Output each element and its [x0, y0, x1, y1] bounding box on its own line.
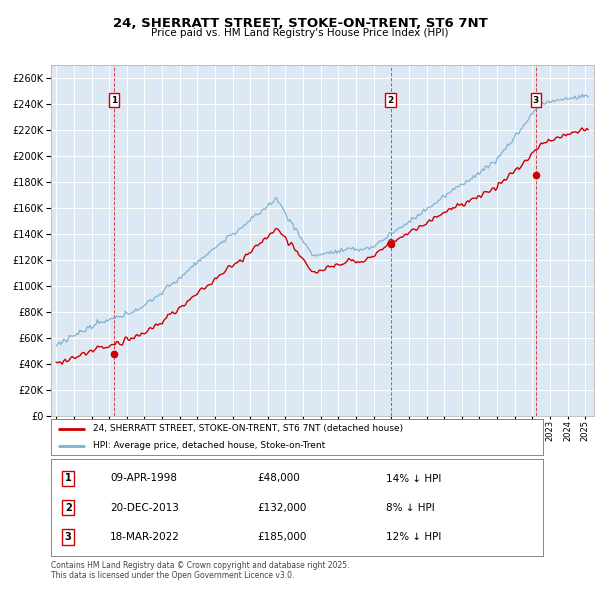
Text: HPI: Average price, detached house, Stoke-on-Trent: HPI: Average price, detached house, Stok…	[93, 441, 325, 450]
Text: 1: 1	[111, 96, 117, 104]
Text: 1: 1	[65, 474, 71, 483]
Text: £132,000: £132,000	[257, 503, 307, 513]
Text: 24, SHERRATT STREET, STOKE-ON-TRENT, ST6 7NT: 24, SHERRATT STREET, STOKE-ON-TRENT, ST6…	[113, 17, 487, 30]
Text: 2: 2	[65, 503, 71, 513]
Text: 09-APR-1998: 09-APR-1998	[110, 474, 177, 483]
Text: 3: 3	[533, 96, 539, 104]
Text: 20-DEC-2013: 20-DEC-2013	[110, 503, 179, 513]
Text: 14% ↓ HPI: 14% ↓ HPI	[386, 474, 441, 483]
Text: 2: 2	[388, 96, 394, 104]
Text: 18-MAR-2022: 18-MAR-2022	[110, 532, 180, 542]
Text: 12% ↓ HPI: 12% ↓ HPI	[386, 532, 441, 542]
Text: 3: 3	[65, 532, 71, 542]
Text: Price paid vs. HM Land Registry's House Price Index (HPI): Price paid vs. HM Land Registry's House …	[151, 28, 449, 38]
Text: 24, SHERRATT STREET, STOKE-ON-TRENT, ST6 7NT (detached house): 24, SHERRATT STREET, STOKE-ON-TRENT, ST6…	[93, 424, 403, 433]
Text: 8% ↓ HPI: 8% ↓ HPI	[386, 503, 434, 513]
Text: £185,000: £185,000	[257, 532, 307, 542]
Text: Contains HM Land Registry data © Crown copyright and database right 2025.
This d: Contains HM Land Registry data © Crown c…	[51, 560, 349, 580]
Text: £48,000: £48,000	[257, 474, 301, 483]
